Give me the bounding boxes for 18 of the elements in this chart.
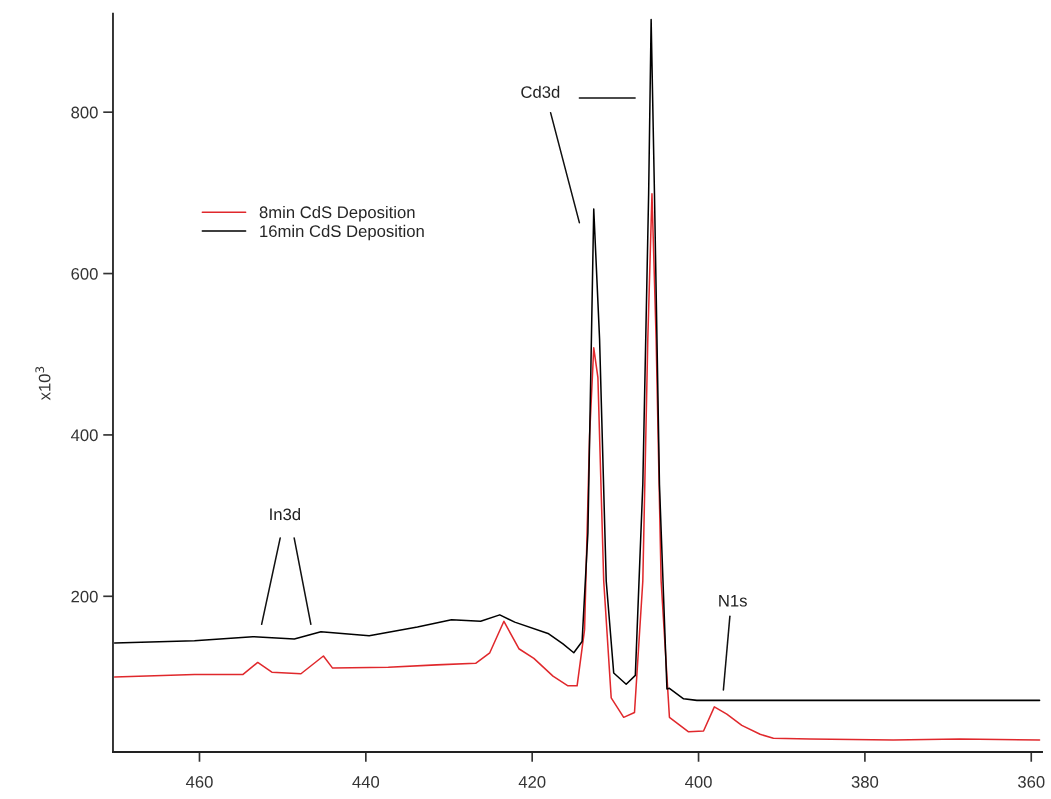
annotation: N1s [719, 594, 747, 607]
legend-label: 16min CdS Deposition [260, 224, 424, 241]
x-tick-label: 400 [685, 776, 712, 788]
x-tick-label: 460 [185, 776, 213, 788]
x-tick-label: 360 [1017, 776, 1045, 788]
y-tick-label: 800 [71, 106, 98, 119]
x-tick-label: 440 [352, 776, 380, 788]
y-tick-label: 400 [70, 429, 98, 442]
y-tick-label: 200 [71, 590, 98, 603]
line-series [113, 18, 1041, 702]
annotation: Cd3d [521, 85, 560, 98]
annotation: In3d [270, 508, 301, 521]
x-tick-label: 420 [518, 776, 546, 788]
y-tick-label: 600 [71, 267, 98, 280]
y-axis-title: x10$^{3}$ [35, 366, 51, 401]
line-series [113, 192, 1041, 741]
x-tick-label: 380 [851, 776, 879, 788]
legend-label: 8min CdS Deposition [259, 205, 415, 222]
